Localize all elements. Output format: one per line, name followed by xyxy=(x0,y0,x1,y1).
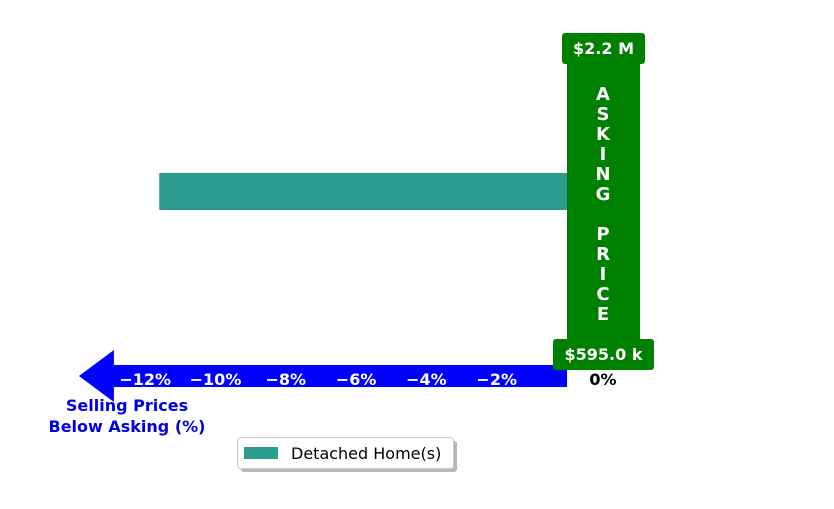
asking-price-bar: $2.2 M $595.0 k A S K I N G P R I C E xyxy=(553,33,654,370)
asking-price-top-box xyxy=(562,33,645,64)
asking-price-column xyxy=(567,40,640,356)
x-axis-title-line: Selling Prices xyxy=(66,396,188,415)
axis-arrow-shape xyxy=(78,350,567,402)
legend-swatch xyxy=(244,447,278,459)
x-tick-label: −2% xyxy=(476,370,517,389)
x-tick-labels: −12% −10% −8% −6% −4% −2% 0% xyxy=(119,370,616,389)
x-tick-label: −8% xyxy=(266,370,307,389)
bars-layer xyxy=(159,173,585,254)
x-axis-title-line: Below Asking (%) xyxy=(49,417,206,436)
x-tick-label: −12% xyxy=(119,370,171,389)
x-axis-title: Selling Prices Below Asking (%) xyxy=(49,396,206,436)
x-tick-label: −10% xyxy=(190,370,242,389)
asking-price-bottom-box xyxy=(553,339,654,370)
legend-box xyxy=(237,437,454,469)
asking-price-top-label: $2.2 M xyxy=(573,39,634,58)
x-tick-label: −6% xyxy=(336,370,377,389)
asking-price-bottom-label: $595.0 k xyxy=(565,345,643,364)
legend: Detached Home(s) xyxy=(237,437,457,472)
x-tick-label: −4% xyxy=(406,370,447,389)
bar-1 xyxy=(159,173,567,210)
axis-arrow xyxy=(78,350,567,402)
x-tick-label: 0% xyxy=(589,370,616,389)
legend-label: Detached Home(s) xyxy=(291,444,441,463)
